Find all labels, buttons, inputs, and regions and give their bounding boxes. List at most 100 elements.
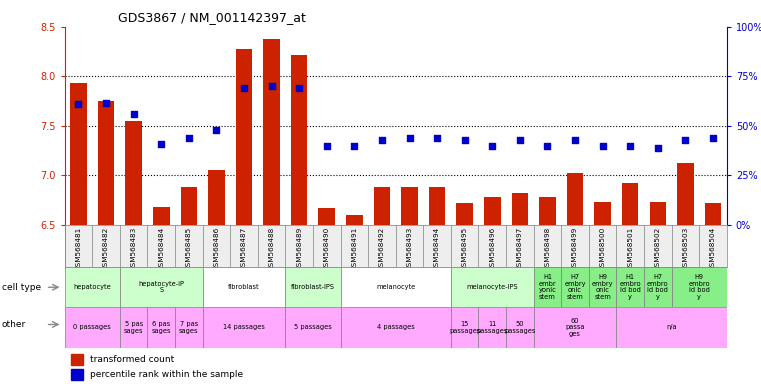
Bar [180, 187, 197, 225]
Text: 60
passa
ges: 60 passa ges [565, 318, 584, 337]
Text: cell type: cell type [2, 283, 40, 292]
Bar [318, 208, 335, 225]
Point [651, 144, 664, 151]
Text: GSM568501: GSM568501 [627, 227, 633, 271]
Bar [153, 207, 170, 225]
Bar [209, 170, 224, 225]
Point [431, 134, 443, 141]
Point [266, 83, 278, 89]
Bar [148, 307, 175, 348]
Bar [616, 267, 644, 307]
Bar [285, 307, 341, 348]
Point [459, 137, 471, 143]
Bar [374, 187, 390, 225]
Bar [120, 267, 202, 307]
Bar [589, 267, 616, 307]
Bar [511, 193, 528, 225]
Bar [539, 197, 556, 225]
Text: 5 passages: 5 passages [294, 324, 332, 330]
Text: GSM568504: GSM568504 [710, 227, 716, 271]
Bar [705, 203, 721, 225]
Text: transformed count: transformed count [90, 355, 174, 364]
Point [569, 137, 581, 143]
Text: H1
embr
yonic
stem: H1 embr yonic stem [539, 274, 556, 300]
Text: GSM568503: GSM568503 [683, 227, 689, 271]
Bar [616, 307, 727, 348]
Bar [479, 307, 506, 348]
Point [514, 137, 526, 143]
Text: GSM568499: GSM568499 [572, 227, 578, 271]
Point [349, 142, 361, 149]
Point [486, 142, 498, 149]
Point [238, 85, 250, 91]
Bar [285, 267, 341, 307]
Point [183, 134, 195, 141]
Bar [484, 197, 501, 225]
Bar [561, 267, 589, 307]
Text: 14 passages: 14 passages [223, 324, 265, 330]
Text: GSM568492: GSM568492 [379, 227, 385, 271]
Bar [65, 307, 119, 348]
Bar [291, 55, 307, 225]
Text: melanocyte-IPS: melanocyte-IPS [466, 284, 518, 290]
Bar [346, 215, 362, 225]
Point [376, 137, 388, 143]
Bar [451, 267, 533, 307]
Bar [72, 354, 83, 365]
Text: H1
embro
id bod
y: H1 embro id bod y [619, 274, 641, 300]
Text: GSM568485: GSM568485 [186, 227, 192, 271]
Bar [202, 307, 285, 348]
Text: 15
passages: 15 passages [449, 321, 480, 334]
Text: fibroblast: fibroblast [228, 284, 260, 290]
Text: GSM568482: GSM568482 [103, 227, 109, 271]
Bar [236, 49, 252, 225]
Text: 5 pas
sages: 5 pas sages [124, 321, 143, 334]
Text: GSM568497: GSM568497 [517, 227, 523, 271]
Bar [401, 187, 418, 225]
Bar [126, 121, 142, 225]
Text: 4 passages: 4 passages [377, 324, 415, 330]
Text: hepatocyte-iP
S: hepatocyte-iP S [139, 281, 184, 293]
Bar [97, 101, 114, 225]
Bar [506, 307, 533, 348]
Bar [70, 83, 87, 225]
Bar [263, 39, 280, 225]
Text: GSM568493: GSM568493 [406, 227, 412, 271]
Text: GSM568483: GSM568483 [131, 227, 137, 271]
Text: GSM568496: GSM568496 [489, 227, 495, 271]
Bar [622, 183, 638, 225]
Bar [594, 202, 611, 225]
Text: GSM568500: GSM568500 [600, 227, 606, 271]
Bar [429, 187, 445, 225]
Text: GSM568498: GSM568498 [544, 227, 550, 271]
Point [403, 134, 416, 141]
Text: melanocyte: melanocyte [376, 284, 416, 290]
Text: 6 pas
sages: 6 pas sages [151, 321, 171, 334]
Point [320, 142, 333, 149]
Point [128, 111, 140, 117]
Text: GSM568486: GSM568486 [213, 227, 219, 271]
Text: 11
passages: 11 passages [476, 321, 508, 334]
Bar [451, 307, 479, 348]
Text: percentile rank within the sample: percentile rank within the sample [90, 370, 243, 379]
Point [210, 127, 222, 133]
Bar [175, 307, 202, 348]
Bar [120, 307, 148, 348]
Bar [533, 307, 616, 348]
Text: GDS3867 / NM_001142397_at: GDS3867 / NM_001142397_at [118, 11, 305, 24]
Bar [341, 267, 451, 307]
Bar [72, 369, 83, 380]
Text: GSM568481: GSM568481 [75, 227, 81, 271]
Bar [341, 307, 451, 348]
Bar [567, 173, 584, 225]
Bar [649, 202, 666, 225]
Point [680, 137, 692, 143]
Point [707, 134, 719, 141]
Text: 0 passages: 0 passages [73, 324, 111, 330]
Text: n/a: n/a [667, 324, 677, 330]
Bar [457, 203, 473, 225]
Text: H9
embry
onic
stem: H9 embry onic stem [592, 274, 613, 300]
Point [624, 142, 636, 149]
Text: GSM568488: GSM568488 [269, 227, 275, 271]
Point [597, 142, 609, 149]
